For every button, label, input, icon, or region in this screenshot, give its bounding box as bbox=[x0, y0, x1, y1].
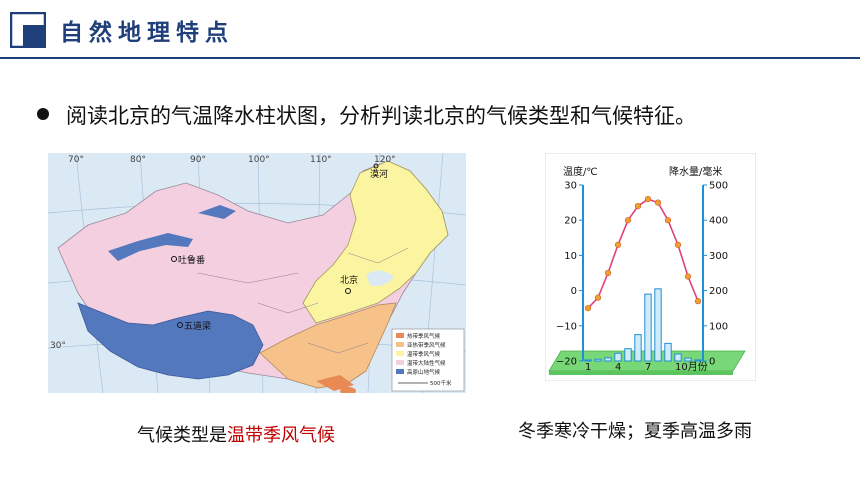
temp-point bbox=[664, 217, 672, 224]
scale-label: 500千米 bbox=[430, 379, 452, 387]
china-climate-map: 70° 80° 90° 100° 110° 120° 30° 北京 吐鲁番 五道… bbox=[48, 153, 466, 393]
precip-bar bbox=[684, 357, 692, 362]
temp-point bbox=[594, 294, 602, 301]
legend-label: 亚热带季风气候 bbox=[407, 341, 446, 349]
lon-label: 90° bbox=[190, 155, 206, 165]
legend-label: 高原山地气候 bbox=[407, 368, 441, 376]
month-label: 4 bbox=[615, 362, 621, 373]
precip-bar bbox=[614, 352, 622, 362]
place-label-mohe: 漠河 bbox=[370, 168, 388, 180]
temp-tick-label: −20 bbox=[556, 357, 577, 368]
temp-tick-label: 0 bbox=[571, 286, 577, 297]
precip-bar bbox=[644, 293, 652, 362]
climate-type-caption: 气候类型是温带季风气候 bbox=[137, 421, 335, 447]
precip-tick-label: 300 bbox=[709, 251, 728, 262]
precip-bar bbox=[654, 288, 662, 362]
place-label-beijing: 北京 bbox=[340, 274, 358, 286]
climate-feature-caption: 冬季寒冷干燥；夏季高温多雨 bbox=[518, 421, 752, 442]
beijing-climate-chart: 温度/℃ 降水量/毫米 30 20 10 0 −10 −20 500 400 300 200 100… bbox=[544, 152, 757, 382]
precip-bar bbox=[694, 359, 702, 362]
lat-label: 30° bbox=[50, 341, 66, 351]
temp-point bbox=[684, 273, 692, 280]
temp-tick-label: 20 bbox=[564, 216, 577, 227]
precip-axis-title: 降水量/毫米 bbox=[669, 165, 722, 178]
place-label-wudaoliang: 五道梁 bbox=[184, 320, 211, 332]
precip-tick-label: 0 bbox=[709, 357, 715, 368]
header-divider bbox=[0, 57, 860, 59]
page-title: 自然地理特点 bbox=[60, 20, 234, 46]
legend-label: 温带大陆性气候 bbox=[407, 359, 446, 367]
temp-point bbox=[634, 203, 642, 210]
precip-tick-label: 400 bbox=[709, 216, 728, 227]
temp-point bbox=[624, 217, 632, 224]
precip-tick-label: 100 bbox=[709, 321, 728, 332]
precip-bar bbox=[604, 357, 612, 362]
question-text: 阅读北京的气温降水柱状图，分析判读北京的气候类型和气候特征。 bbox=[66, 104, 696, 128]
legend-label: 热带季风气候 bbox=[407, 332, 441, 340]
temp-point bbox=[614, 241, 622, 248]
temp-line bbox=[587, 198, 699, 309]
precip-bar bbox=[674, 353, 682, 362]
precip-bar bbox=[634, 334, 642, 362]
precip-bar bbox=[594, 358, 602, 362]
temp-tick-label: 10 bbox=[564, 251, 577, 262]
lon-label: 80° bbox=[130, 155, 146, 165]
precip-bar bbox=[664, 342, 672, 362]
map-legend: 热带季风气候 亚热带季风气候 温带季风气候 温带大陆性气候 高原山地气候 500… bbox=[391, 328, 465, 392]
section-square-icon bbox=[10, 12, 46, 48]
temp-tick-label: 30 bbox=[564, 181, 577, 192]
temp-point bbox=[674, 241, 682, 248]
precip-bar bbox=[584, 359, 592, 362]
precip-tick-label: 200 bbox=[709, 286, 728, 297]
bullet-icon bbox=[37, 108, 49, 120]
precip-bar bbox=[624, 348, 632, 362]
month-label: 10月份 bbox=[675, 361, 708, 373]
temp-point bbox=[694, 298, 702, 305]
lon-label: 100° bbox=[248, 155, 270, 165]
temp-point bbox=[604, 269, 612, 277]
caption-prefix: 气候类型是 bbox=[137, 425, 227, 446]
temp-axis-title: 温度/℃ bbox=[563, 165, 598, 178]
lon-label: 70° bbox=[68, 155, 84, 165]
lon-label: 110° bbox=[310, 155, 332, 165]
temp-point bbox=[654, 199, 662, 206]
precip-tick-label: 500 bbox=[709, 181, 728, 192]
temp-point bbox=[584, 305, 592, 312]
temp-point bbox=[644, 195, 652, 203]
month-label: 1 bbox=[585, 362, 591, 373]
temp-tick-label: −10 bbox=[556, 321, 577, 332]
place-label-turpan: 吐鲁番 bbox=[178, 254, 205, 266]
lon-label: 120° bbox=[374, 155, 396, 165]
month-label: 7 bbox=[645, 362, 651, 373]
caption-highlight: 温带季风气候 bbox=[227, 425, 335, 446]
legend-label: 温带季风气候 bbox=[407, 350, 441, 358]
